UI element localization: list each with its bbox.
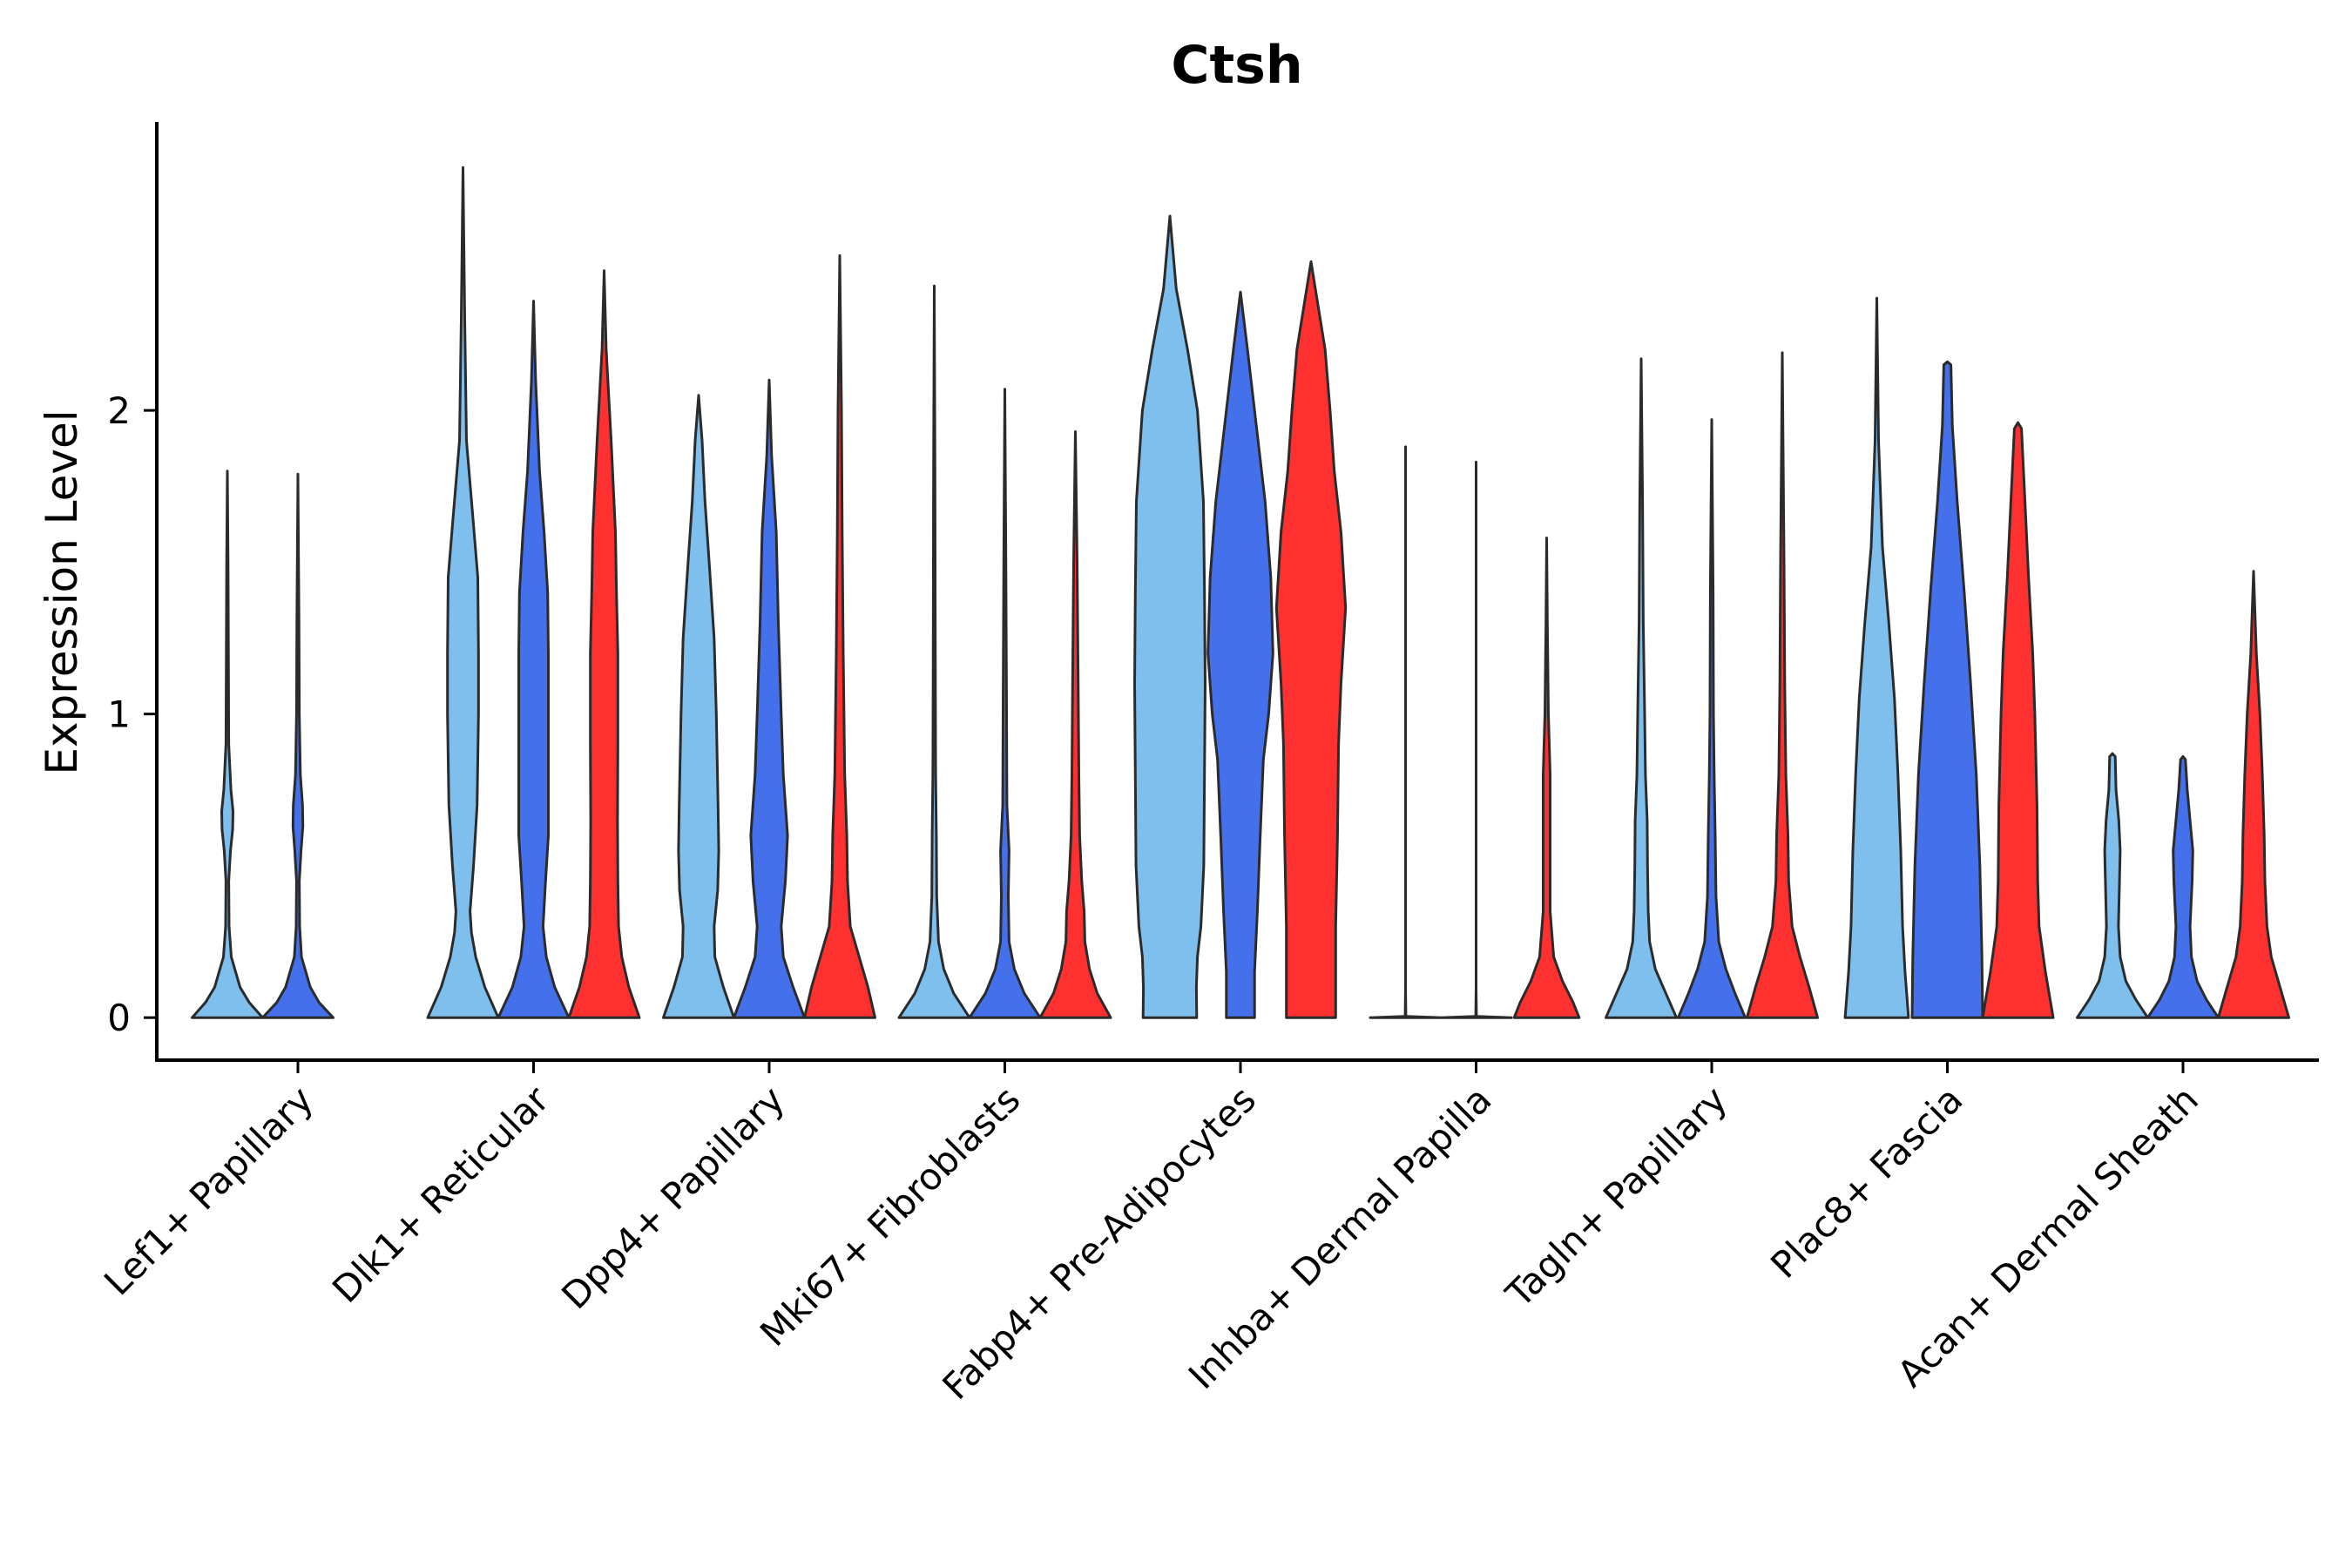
violin-3-series-1 [662,394,735,1019]
violin-6-series-2 [1439,460,1513,1019]
x-tick-label: Plac8+ Fascia [1762,1078,1970,1286]
violins-layer [191,166,2290,1019]
x-tick-label: Dlk1+ Reticular [324,1078,558,1311]
x-tick-label: Tagln+ Papillary [1497,1078,1735,1315]
violin-5-series-2 [1206,290,1274,1019]
x-tick-label: Dpp4+ Papillary [553,1078,793,1317]
violin-4-series-2 [968,388,1042,1019]
violin-6-series-3 [1512,537,1581,1019]
violin-9-series-3 [2217,570,2290,1019]
violin-8-series-1 [1843,296,1910,1019]
violin-1-series-1 [191,470,264,1019]
violin-5-series-1 [1133,214,1206,1019]
chart-title: Ctsh [1171,35,1302,96]
violin-6-series-1 [1369,445,1443,1019]
violin-9-series-1 [2076,752,2149,1019]
violin-7-series-2 [1677,418,1747,1019]
violin-2-series-2 [497,300,571,1019]
violin-7-series-1 [1605,357,1678,1019]
violin-8-series-3 [1981,421,2055,1019]
violin-2-series-3 [567,269,641,1019]
y-tick-label: 2 [107,389,131,432]
x-tick-label: Lef1+ Papillary [96,1078,321,1303]
violin-3-series-3 [803,253,876,1019]
x-tick-label: Mki67+ Fibroblasts [752,1078,1028,1354]
y-tick-label: 0 [107,997,131,1039]
violin-4-series-1 [897,284,971,1019]
violin-1-series-2 [261,472,335,1019]
y-ticks: 0 1 2 [107,389,157,1039]
violin-5-series-3 [1274,260,1348,1019]
violin-9-series-2 [2146,755,2220,1019]
y-axis-label: Expression Level [37,409,87,774]
violin-3-series-2 [733,378,806,1019]
violin-7-series-3 [1746,351,1819,1019]
violin-2-series-1 [426,166,500,1019]
y-tick-label: 1 [107,693,131,736]
violin-4-series-3 [1038,430,1112,1019]
violin-8-series-2 [1910,360,1984,1019]
